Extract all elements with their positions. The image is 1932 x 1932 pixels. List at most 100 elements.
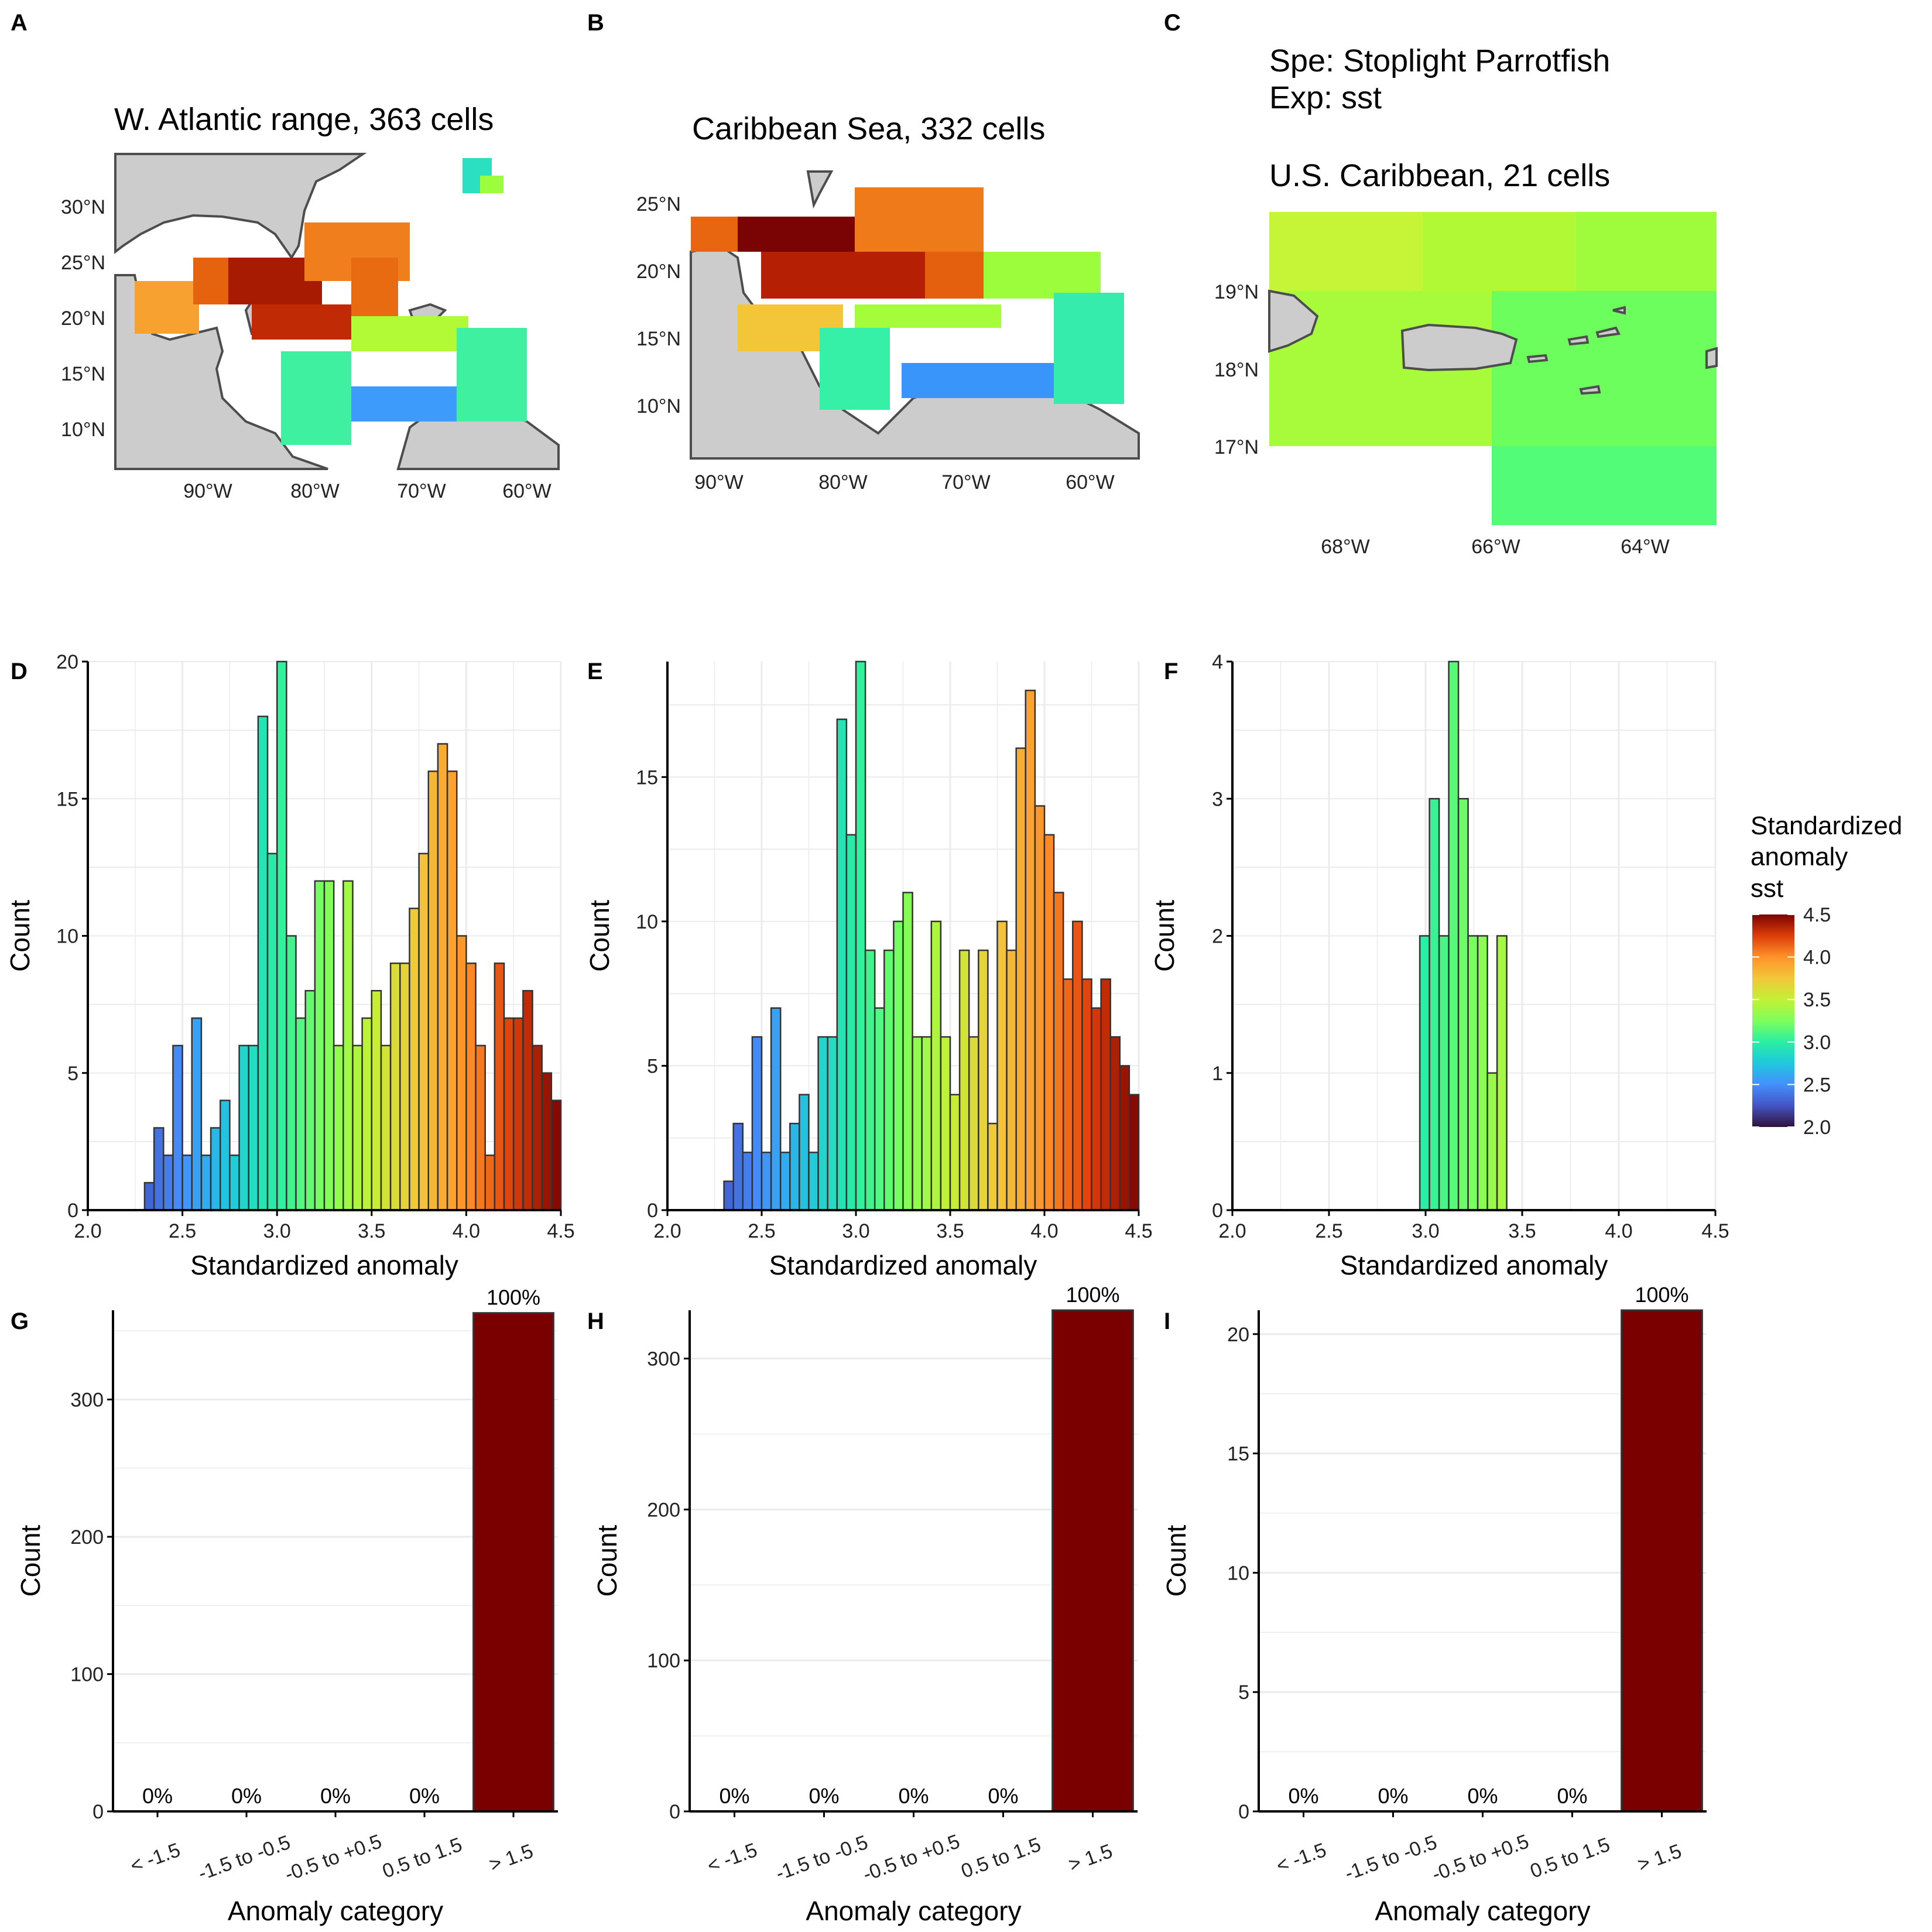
y-tick-label: 15 <box>636 766 658 789</box>
y-tick-label: 5 <box>647 1055 658 1077</box>
hist-bar-d-42 <box>541 1072 553 1211</box>
svg-text:68°W: 68°W <box>1321 536 1370 558</box>
svg-text:70°W: 70°W <box>397 480 446 502</box>
x-tick-label: 2.5 <box>169 1220 196 1242</box>
bar-percent-label: 0% <box>1557 1784 1587 1808</box>
hist-bar-f-0 <box>1419 935 1430 1211</box>
category-bar-g <box>472 1312 554 1813</box>
hist-bar-d-4 <box>181 1155 193 1211</box>
bar-percent-label: 100% <box>1635 1283 1688 1307</box>
x-tick-label: 2.5 <box>1315 1220 1342 1242</box>
legend-tick-label: 3.0 <box>1803 1032 1831 1054</box>
category-tick-label: -0.5 to +0.5 <box>282 1830 385 1886</box>
svg-text:25°N: 25°N <box>61 252 105 274</box>
map-b-title: Caribbean Sea, 332 cells <box>692 111 1045 146</box>
hist-bar-e-37 <box>1072 920 1083 1211</box>
hist-bar-e-26 <box>968 1036 979 1211</box>
hist-bar-d-26 <box>389 962 401 1211</box>
legend-title-line-3: sst <box>1751 874 1783 903</box>
y-tick-label: 200 <box>70 1526 104 1549</box>
hist-bar-d-5 <box>191 1017 203 1211</box>
hist-bar-d-37 <box>494 962 505 1211</box>
hist-bar-d-36 <box>484 1155 496 1211</box>
category-tick-label: -1.5 to -0.5 <box>773 1831 871 1885</box>
hist-bar-e-11 <box>827 1036 838 1211</box>
hist-bar-e-8 <box>799 1094 810 1211</box>
map-c-lon-ticks: 68°W 66°W 64°W <box>1321 536 1670 558</box>
bar-percent-label: 100% <box>1066 1283 1119 1307</box>
hist-bar-f-6 <box>1477 935 1488 1211</box>
hist-bar-d-18 <box>314 880 326 1211</box>
x-tick-label: 2.5 <box>748 1220 775 1242</box>
hist-bar-d-43 <box>550 1099 562 1211</box>
category-bar-h <box>1051 1309 1134 1813</box>
hist-bar-d-13 <box>266 852 278 1211</box>
svg-text:20°N: 20°N <box>61 307 105 330</box>
svg-text:15°N: 15°N <box>636 328 681 350</box>
legend-tick-label: 4.5 <box>1803 904 1831 926</box>
panel-letter-i: I <box>1164 1308 1170 1334</box>
hist-bar-e-31 <box>1015 747 1027 1211</box>
hist-bar-d-0 <box>143 1181 155 1211</box>
hist-bar-d-20 <box>333 1044 344 1211</box>
panel-letter-a: A <box>11 10 28 36</box>
svg-text:15°N: 15°N <box>61 363 105 385</box>
y-tick-label: 20 <box>1227 1324 1249 1346</box>
hist-bar-e-4 <box>761 1152 772 1211</box>
svg-text:80°W: 80°W <box>290 480 340 502</box>
hist-bar-e-18 <box>893 920 904 1211</box>
map-a-lon-ticks: 90°W 80°W 70°W 60°W <box>183 480 551 502</box>
hist-bar-e-21 <box>921 1036 933 1211</box>
hist-bar-e-1 <box>732 1122 744 1211</box>
map-b-cells <box>691 187 1124 410</box>
legend-colorbar <box>1752 914 1794 1127</box>
map-panel-b: Caribbean Sea, 332 cells 90°W 80°W 70°W … <box>636 111 1140 494</box>
chart-d: 2.0 2.5 3.0 3.5 4.0 4.5 0 5 10 15 20 Standardized a… <box>5 651 575 1280</box>
bar-percent-label: 0% <box>988 1784 1018 1808</box>
hist-bar-d-22 <box>352 1044 363 1211</box>
y-tick-label: 20 <box>56 651 78 673</box>
hist-bar-e-23 <box>940 1036 951 1211</box>
hist-bar-e-40 <box>1100 978 1111 1211</box>
hist-bar-d-2 <box>163 1155 174 1211</box>
panel-letter-g: G <box>11 1308 29 1334</box>
hist-bar-d-35 <box>475 1044 486 1211</box>
y-tick-label: 4 <box>1212 651 1223 673</box>
category-tick-label: 0.5 to 1.5 <box>1527 1834 1613 1883</box>
hist-bar-d-21 <box>342 880 354 1211</box>
legend-tick-label: 4.0 <box>1803 947 1831 969</box>
hist-bar-e-39 <box>1091 1007 1102 1211</box>
x-tick-label: 3.5 <box>1508 1220 1536 1242</box>
hist-bar-d-12 <box>257 715 269 1211</box>
bar-percent-label: 0% <box>231 1784 262 1808</box>
hist-bar-d-31 <box>437 743 448 1211</box>
svg-text:60°W: 60°W <box>502 480 551 502</box>
x-tick-label: 3.0 <box>1412 1220 1439 1242</box>
hist-bar-d-16 <box>295 1017 306 1211</box>
x-axis-label: Standardized anomaly <box>190 1250 458 1280</box>
y-axis-label: Count <box>1149 900 1180 972</box>
hist-bar-f-7 <box>1486 1072 1498 1211</box>
hist-bar-e-5 <box>770 1007 782 1211</box>
bar-percent-label: 0% <box>719 1784 749 1808</box>
hist-bar-e-28 <box>987 1122 998 1211</box>
bar-percent-label: 100% <box>487 1286 540 1310</box>
category-tick-label: < -1.5 <box>704 1839 761 1878</box>
x-axis-label: Standardized anomaly <box>1340 1250 1608 1280</box>
x-tick-label: 2.0 <box>653 1220 681 1242</box>
x-tick-label: 4.5 <box>1701 1220 1729 1242</box>
hist-bar-e-19 <box>902 892 913 1211</box>
hist-bar-e-22 <box>930 920 942 1211</box>
hist-bar-e-33 <box>1034 805 1046 1211</box>
bar-percent-label: 0% <box>809 1784 839 1808</box>
hist-bar-f-4 <box>1457 798 1469 1211</box>
hist-bar-e-15 <box>864 949 876 1211</box>
hist-bar-f-5 <box>1467 935 1479 1211</box>
color-legend: Standardized anomaly sst 4.5 4.0 3.5 3.0 2.5… <box>1751 811 1902 1139</box>
hist-bar-d-9 <box>229 1155 240 1211</box>
category-tick-label: > 1.5 <box>487 1840 536 1876</box>
hist-bar-f-8 <box>1496 935 1508 1211</box>
hist-bar-e-38 <box>1081 978 1092 1211</box>
chart-e: 2.0 2.5 3.0 3.5 4.0 4.5 0 5 10 15 Standardized ano… <box>584 660 1153 1280</box>
